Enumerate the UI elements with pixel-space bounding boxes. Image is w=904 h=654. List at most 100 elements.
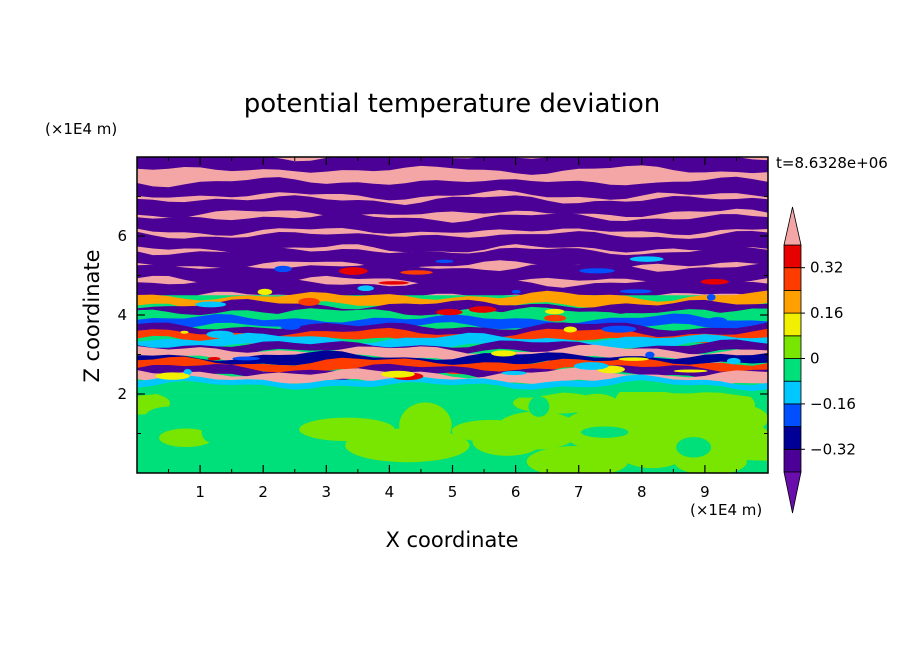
field-blob	[580, 426, 629, 438]
colorbar-top-arrow	[783, 206, 802, 246]
plot-area	[137, 157, 768, 473]
field-blob	[717, 440, 768, 461]
x-tick-label: 7	[574, 483, 584, 501]
field-band	[137, 176, 768, 201]
field-streak	[491, 350, 517, 357]
field-streak	[206, 330, 234, 339]
field-band	[137, 231, 768, 253]
field-blob	[201, 421, 222, 443]
field-streak	[380, 370, 415, 378]
field-band	[137, 212, 768, 236]
field-streak	[511, 289, 521, 294]
field-band	[137, 262, 768, 285]
field-blob	[596, 434, 638, 459]
colorbar-label: −0.32	[810, 440, 856, 458]
colorbar-bottom-arrow	[783, 471, 802, 514]
field-streak	[707, 317, 728, 325]
field-streak	[726, 357, 741, 365]
field-blob	[290, 439, 320, 456]
x-tick-label: 9	[700, 483, 710, 501]
x-tick-label: 8	[637, 483, 647, 501]
field-streak	[700, 278, 729, 285]
field-streak	[195, 301, 227, 308]
field-blob	[528, 396, 550, 417]
field-streak	[620, 332, 631, 337]
field-blob	[146, 406, 195, 425]
x-tick-label: 5	[448, 483, 458, 501]
y-axis-ticks: 2 4 6	[117, 196, 768, 434]
colorbar-segment	[783, 335, 802, 359]
field-blob	[162, 455, 208, 467]
x-unit-label: (×1E4 m)	[690, 501, 762, 519]
field-band	[137, 313, 768, 333]
colorbar-segment	[783, 312, 802, 337]
field-streak	[501, 370, 527, 376]
field-streak	[601, 325, 637, 333]
field-streak	[280, 323, 301, 330]
colorbar-label: 0	[810, 350, 820, 368]
x-tick-label: 2	[258, 483, 268, 501]
x-tick-label: 3	[322, 483, 332, 501]
chart-title: potential temperature deviation	[244, 89, 660, 119]
x-tick-label: 6	[511, 483, 521, 501]
field-streak	[619, 289, 652, 294]
x-tick-label: 1	[195, 483, 205, 501]
field-streak	[274, 265, 292, 273]
field-streak	[183, 368, 192, 376]
field-streak	[207, 357, 221, 361]
field-streak	[579, 268, 615, 274]
field-blob	[399, 402, 452, 449]
x-axis-label: X coordinate	[385, 528, 518, 552]
field-band	[137, 245, 768, 270]
field-blob	[299, 417, 395, 442]
field-streak	[544, 314, 567, 322]
field-streak	[435, 259, 454, 264]
field-streak	[155, 372, 190, 380]
field-streak	[357, 285, 374, 292]
field-streak	[645, 351, 655, 359]
contour-field	[137, 157, 768, 473]
field-band	[137, 195, 768, 218]
field-blob	[635, 382, 755, 428]
colorbar-segment	[783, 358, 802, 382]
field-blob	[472, 427, 543, 456]
colorbar-segment	[783, 403, 802, 427]
field-streak	[618, 357, 649, 361]
field-blob	[676, 436, 712, 458]
colorbar-label: 0.16	[810, 304, 843, 322]
x-axis-ticks: 1 2 3 4 5 6 7 8 9	[168, 157, 737, 501]
field-band	[137, 157, 768, 175]
field-streak	[232, 356, 260, 361]
x-tick-label: 4	[385, 483, 395, 501]
y-axis-label: Z coordinate	[80, 249, 104, 382]
field-streak	[378, 281, 409, 285]
field-blob	[234, 394, 278, 413]
field-streak	[573, 362, 609, 370]
colorbar-segment	[783, 244, 802, 269]
field-band	[137, 374, 768, 394]
field-band	[137, 380, 768, 398]
colorbar-label: 0.32	[810, 259, 843, 277]
colorbar-label: −0.16	[810, 395, 856, 413]
field-streak	[400, 270, 433, 275]
field-streak	[673, 369, 708, 373]
time-label: t=8.6328e+06	[776, 154, 888, 172]
field-blob	[159, 428, 213, 448]
field-streak	[338, 267, 368, 275]
y-tick-label: 2	[117, 385, 127, 403]
y-tick-label: 4	[117, 306, 127, 324]
colorbar-segment	[783, 380, 802, 405]
y-tick-label: 6	[117, 227, 127, 245]
colorbar-segment	[783, 448, 802, 473]
field-streak	[706, 293, 716, 301]
field-streak	[298, 297, 320, 306]
colorbar-segment	[783, 267, 802, 291]
colorbar: 0.32 0.16 0 −0.16 −0.32	[783, 206, 856, 514]
field-streak	[180, 330, 189, 334]
colorbar-segment	[783, 426, 802, 450]
y-unit-label: (×1E4 m)	[45, 120, 117, 138]
field-streak	[257, 288, 273, 296]
field-streak	[629, 256, 664, 262]
field-streak	[435, 309, 463, 316]
